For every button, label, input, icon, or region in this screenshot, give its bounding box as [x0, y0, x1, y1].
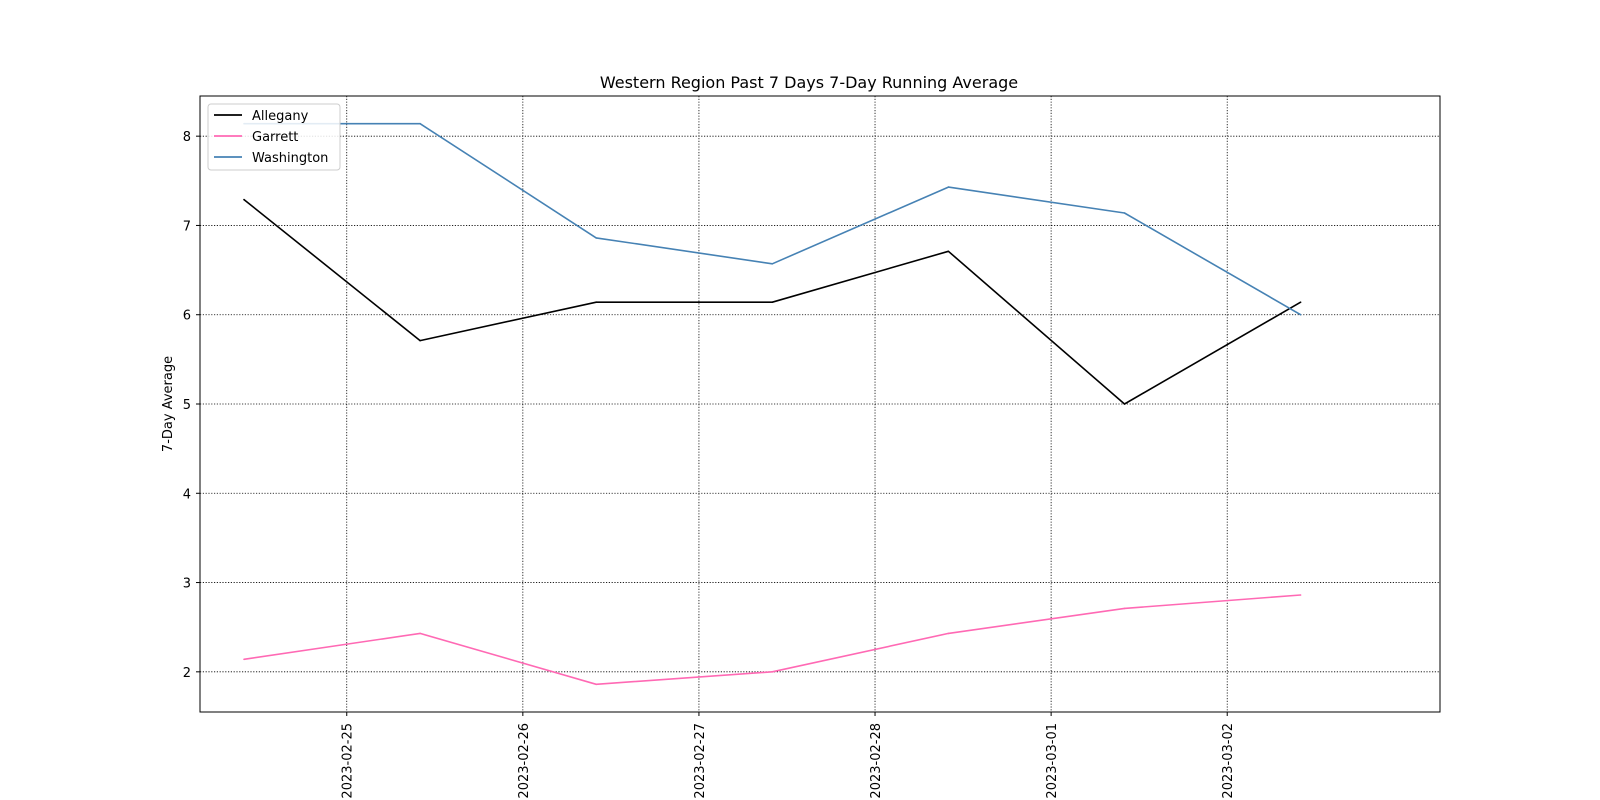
grid-layer [200, 96, 1440, 712]
legend: Allegany Garrett Washington [207, 103, 341, 171]
data-point-washington [1123, 212, 1126, 214]
y-tick-label: 4 [183, 487, 191, 502]
data-point-allegany [947, 250, 950, 253]
data-point-washington [595, 237, 597, 239]
data-point-garrett [771, 671, 774, 673]
data-point-washington [419, 122, 421, 125]
data-point-garrett [419, 632, 421, 635]
x-tick-label: 2023-02-27 [693, 723, 708, 799]
y-tick-label: 8 [183, 130, 191, 145]
data-point-washington [947, 186, 950, 188]
legend-label-allegany: Allegany [252, 109, 309, 124]
x-tick-label: 2023-02-28 [869, 723, 884, 799]
y-tick-label: 7 [183, 219, 191, 234]
data-point-allegany [419, 339, 421, 342]
data-point-garrett [595, 683, 597, 686]
data-point-garrett [243, 658, 245, 661]
legend-box [207, 103, 341, 171]
data-point-washington [1299, 313, 1302, 316]
y-tick-label: 3 [183, 577, 191, 592]
data-point-garrett [1299, 594, 1302, 596]
y-tick-label: 6 [183, 309, 191, 324]
chart-title: Western Region Past 7 Days 7-Day Running… [600, 73, 1018, 92]
data-point-allegany [1299, 301, 1302, 304]
y-tick-label: 2 [183, 666, 191, 681]
data-point-allegany [243, 198, 245, 201]
data-point-washington [771, 263, 774, 265]
legend-label-garrett: Garrett [252, 130, 298, 145]
y-tick-label: 5 [183, 398, 191, 413]
x-tick-label: 2023-02-26 [517, 723, 532, 799]
data-point-allegany [595, 301, 597, 304]
data-point-garrett [1123, 607, 1126, 610]
data-point-garrett [947, 632, 950, 635]
data-point-allegany [771, 301, 774, 304]
y-axis-label: 7-Day Average [161, 356, 176, 452]
tick-layer: 2023-02-25 2023-02-26 2023-02-27 2023-02-28… [183, 130, 1237, 798]
x-tick-label: 2023-02-25 [341, 723, 356, 799]
legend-label-washington: Washington [252, 151, 328, 166]
x-tick-label: 2023-03-01 [1045, 723, 1060, 799]
series-layer [243, 122, 1302, 686]
x-tick-label: 2023-03-02 [1221, 723, 1236, 799]
data-point-allegany [1123, 403, 1126, 405]
